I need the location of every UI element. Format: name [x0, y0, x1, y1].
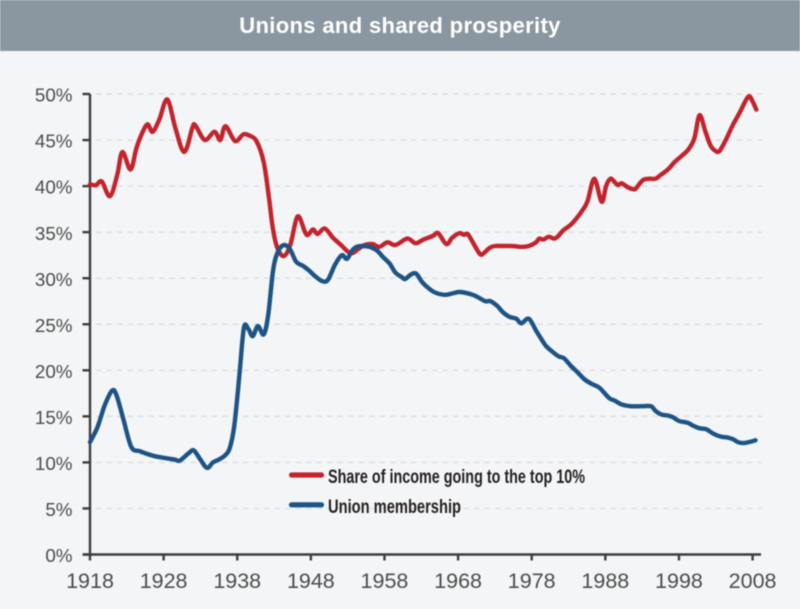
svg-text:1988: 1988	[581, 569, 629, 593]
svg-text:Union membership: Union membership	[328, 497, 461, 518]
svg-text:2008: 2008	[729, 569, 777, 593]
svg-text:50%: 50%	[35, 85, 73, 106]
svg-text:1918: 1918	[66, 569, 114, 593]
svg-text:10%: 10%	[35, 453, 73, 474]
svg-text:1998: 1998	[655, 569, 703, 593]
svg-text:Share of income going to the t: Share of income going to the top 10%	[328, 467, 585, 488]
svg-text:35%: 35%	[35, 223, 73, 244]
svg-text:1938: 1938	[213, 569, 261, 593]
svg-text:1928: 1928	[140, 569, 188, 593]
svg-text:5%: 5%	[45, 499, 72, 520]
svg-text:45%: 45%	[35, 131, 73, 152]
svg-text:30%: 30%	[35, 269, 73, 290]
svg-text:1948: 1948	[287, 569, 335, 593]
svg-text:1968: 1968	[434, 569, 482, 593]
svg-text:40%: 40%	[35, 177, 73, 198]
svg-text:15%: 15%	[35, 407, 73, 428]
svg-text:1978: 1978	[508, 569, 556, 593]
svg-text:0%: 0%	[45, 545, 72, 566]
svg-text:1958: 1958	[361, 569, 409, 593]
svg-text:25%: 25%	[35, 315, 73, 336]
svg-text:20%: 20%	[35, 361, 73, 382]
